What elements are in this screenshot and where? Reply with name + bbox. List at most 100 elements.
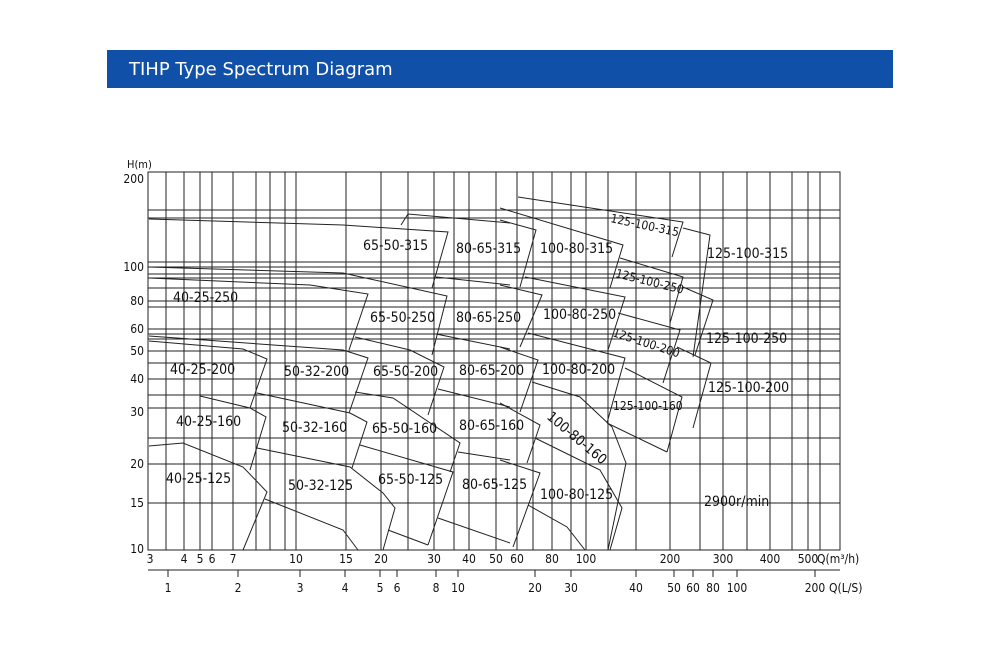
x-tick-label-ls: 1 [165, 581, 172, 595]
pump-model-label: 80-65-250 [456, 310, 521, 326]
pump-range-boundary [499, 207, 624, 289]
pump-model-label: 80-65-200 [459, 363, 524, 379]
x-tick-label-m3h: 400 [760, 552, 781, 566]
pump-model-label: 100-80-200 [542, 362, 615, 378]
x-tick-label-ls: 6 [394, 581, 401, 595]
y-tick-label: 10 [130, 542, 144, 556]
pump-range-boundary [148, 266, 448, 356]
x-tick-label-ls: 50 [667, 581, 681, 595]
pump-model-label: 125-100-250 [706, 331, 787, 347]
x-tick-label-m3h: 40 [462, 552, 476, 566]
pump-model-label: 80-65-125 [462, 477, 527, 493]
x-tick-label-ls: 40 [629, 581, 643, 595]
pump-range-boundary [148, 277, 369, 351]
pump-model-label: 65-50-315 [363, 238, 428, 254]
pump-model-label: 100-80-250 [543, 307, 616, 323]
x-tick-label-ls: 30 [564, 581, 578, 595]
x-tick-label-m3h: 6 [209, 552, 216, 566]
x-tick-label-ls: 10 [451, 581, 465, 595]
pump-range-boundary [527, 332, 626, 424]
pump-model-label: 100-80-315 [540, 241, 613, 257]
pump-range-boundary [148, 335, 369, 414]
performance-curves [148, 196, 714, 551]
x-tick-label-ls: 200 [805, 581, 826, 595]
x-tick-label-m3h: 3 [147, 552, 154, 566]
pump-model-label: 100-80-125 [540, 487, 613, 503]
y-tick-label: 20 [130, 457, 144, 471]
x-tick-label-m3h: 5 [197, 552, 204, 566]
pump-range-boundary [359, 444, 454, 546]
page-title: TIHP Type Spectrum Diagram [129, 59, 393, 80]
x-tick-label-m3h: 500 [798, 552, 819, 566]
pump-range-boundary [531, 381, 627, 551]
pump-model-label: 125-100-200 [708, 380, 789, 396]
x-tick-label-ls: 4 [342, 581, 349, 595]
pump-model-label: 80-65-160 [459, 418, 524, 434]
pump-range-boundary [606, 422, 668, 453]
pump-range-boundary [148, 340, 268, 409]
pump-range-boundary [435, 276, 511, 286]
pump-range-boundary [256, 392, 368, 469]
pump-range-boundary [148, 442, 268, 551]
pump-range-boundary [499, 284, 543, 348]
x-tick-label-ls: 8 [433, 581, 440, 595]
x-tick-label-m3h: 100 [576, 552, 597, 566]
y-tick-label: 15 [130, 496, 144, 510]
pump-range-boundary [624, 367, 683, 453]
pump-range-boundary [676, 346, 712, 429]
pump-model-label: 40-25-250 [173, 290, 238, 306]
pump-range-boundary [354, 336, 445, 416]
pump-range-boundary [682, 286, 714, 356]
pump-range-boundary [400, 213, 511, 226]
x-tick-label-m3h: 80 [545, 552, 559, 566]
x-tick-label-m3h: 30 [427, 552, 441, 566]
pump-model-label: 65-50-160 [372, 421, 437, 437]
x-axis-label-ls: Q(L/S) [829, 581, 862, 595]
pump-model-label: 40-25-125 [166, 471, 231, 487]
pump-model-label: 125-100-200 [611, 326, 682, 361]
pump-range-boundary [517, 196, 684, 258]
pump-range-boundary [499, 346, 539, 413]
pump-range-boundary [499, 459, 541, 548]
x-tick-label-m3h: 10 [289, 552, 303, 566]
pump-range-boundary [524, 276, 626, 351]
grid [147, 171, 841, 551]
pump-range-boundary [148, 218, 449, 289]
speed-note: 2900r/min [704, 494, 769, 510]
x-tick-label-ls: 20 [528, 581, 542, 595]
pump-range-boundary [682, 227, 711, 358]
x-tick-label-ls: 5 [377, 581, 384, 595]
title-bar: TIHP Type Spectrum Diagram [107, 50, 893, 88]
x-tick-label-ls: 3 [297, 581, 304, 595]
pump-model-label: 65-50-250 [370, 310, 435, 326]
pump-model-label: 40-25-200 [170, 362, 235, 378]
pump-model-label: 50-32-200 [284, 364, 349, 380]
x-tick-label-ls: 60 [686, 581, 700, 595]
x-tick-label-m3h: 60 [510, 552, 524, 566]
x-tick-label-m3h: 50 [489, 552, 503, 566]
pump-range-boundary [354, 391, 461, 473]
pump-range-boundary [534, 437, 623, 551]
pump-range-boundary [256, 447, 396, 551]
x-tick-label-m3h: 200 [660, 552, 681, 566]
x-tick-label-m3h: 7 [230, 552, 237, 566]
pump-model-label: 40-25-160 [176, 414, 241, 430]
x-tick-label-m3h: 300 [713, 552, 734, 566]
x-tick-label-ls: 80 [706, 581, 720, 595]
pump-model-label: 65-50-125 [378, 472, 443, 488]
pump-range-boundary [264, 498, 359, 551]
y-tick-label: 80 [130, 294, 144, 308]
y-tick-label: 60 [130, 322, 144, 336]
pump-range-boundary [457, 451, 511, 461]
pump-range-boundary [437, 517, 511, 544]
x-tick-label-ls: 100 [727, 581, 748, 595]
y-tick-label: 50 [130, 344, 144, 358]
y-tick-label: 30 [130, 405, 144, 419]
pump-range-boundary [619, 257, 684, 324]
pump-range-boundary [435, 333, 511, 350]
x-tick-label-m3h: 15 [339, 552, 353, 566]
pump-model-label: 125-100-315 [707, 246, 788, 262]
x-tick-label-m3h: 20 [374, 552, 388, 566]
y-tick-label: 200 [123, 172, 144, 186]
